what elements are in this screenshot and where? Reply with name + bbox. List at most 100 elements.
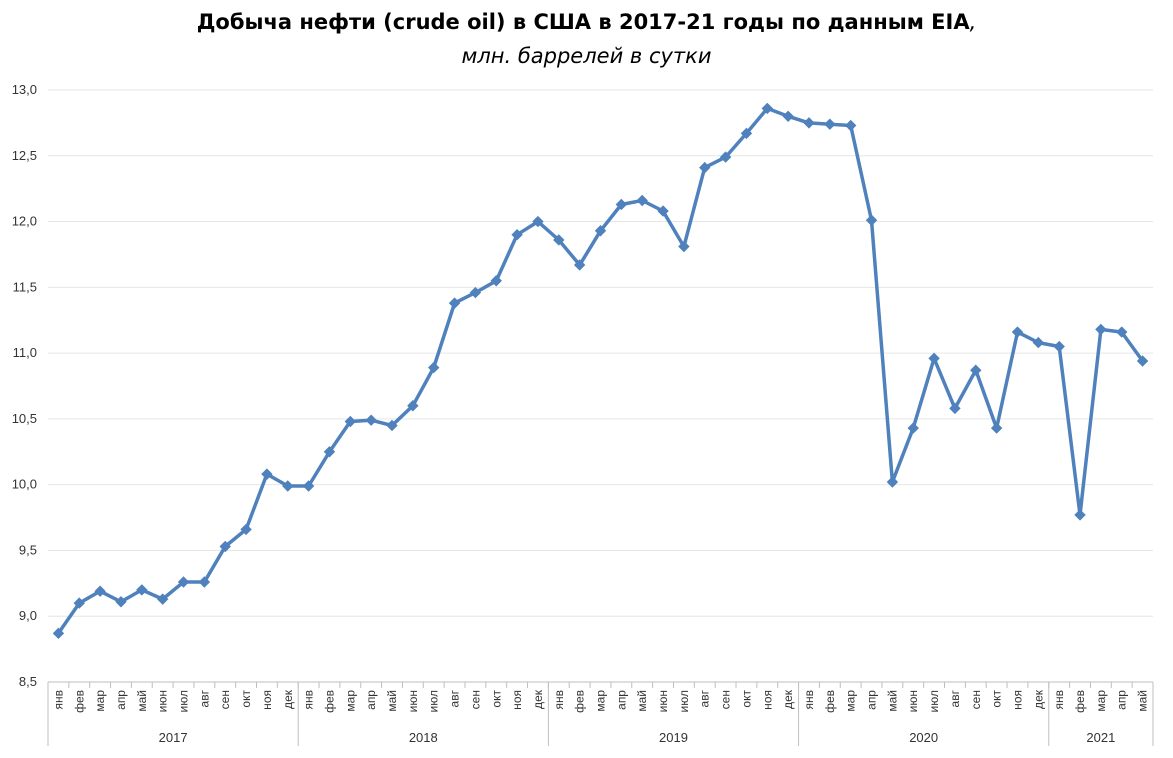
data-point: [156, 593, 169, 605]
month-label: фев: [823, 690, 837, 713]
month-label: апр: [114, 690, 128, 710]
y-tick-label: 9,5: [19, 542, 37, 557]
month-label: фев: [322, 690, 336, 713]
data-point: [282, 480, 294, 492]
month-label: ноя: [260, 690, 274, 710]
data-point: [740, 127, 753, 140]
y-axis-ticks: 8,5 9,0 9,5 10,0 10,5 11,0 11,5 12,0 12,5 13,0: [12, 82, 37, 689]
data-point: [94, 585, 106, 597]
month-label: янв: [51, 690, 65, 710]
data-point: [115, 596, 127, 608]
month-label: янв: [1052, 690, 1066, 710]
year-label: 2017: [159, 730, 188, 745]
data-point: [302, 480, 315, 492]
month-label: апр: [614, 690, 628, 710]
data-point: [52, 627, 65, 640]
y-tick-label: 11,5: [13, 279, 37, 294]
year-label: 2020: [909, 730, 938, 745]
data-point: [803, 117, 815, 129]
data-point: [1074, 509, 1086, 521]
y-tick-label: 13,0: [12, 82, 37, 97]
data-point: [719, 151, 732, 163]
data-point: [844, 119, 857, 132]
month-label: авг: [698, 689, 712, 707]
data-point: [1053, 340, 1065, 353]
data-point: [573, 259, 586, 271]
month-label: апр: [1115, 690, 1129, 710]
month-label: янв: [552, 690, 566, 710]
data-point: [261, 468, 273, 480]
month-label: янв: [302, 690, 316, 710]
month-label: авг: [197, 689, 211, 707]
y-tick-label: 11,0: [13, 345, 37, 360]
month-label: апр: [865, 690, 879, 710]
y-tick-label: 12,0: [12, 214, 37, 229]
month-label: апр: [364, 690, 378, 710]
data-point: [657, 205, 669, 217]
y-tick-label: 8,5: [19, 674, 37, 689]
data-point: [428, 361, 440, 374]
data-point: [824, 118, 836, 130]
data-point: [615, 198, 628, 211]
data-point: [886, 476, 899, 488]
series-oil-production: [52, 102, 1149, 640]
data-point: [323, 446, 336, 458]
month-label: окт: [739, 690, 753, 708]
data-point: [469, 286, 482, 299]
month-label: дек: [281, 689, 295, 709]
y-tick-label: 10,5: [12, 411, 37, 426]
data-point: [73, 597, 85, 609]
month-label: дек: [531, 689, 545, 709]
month-label: янв: [802, 690, 816, 710]
month-label: окт: [489, 690, 503, 708]
data-point: [970, 364, 982, 376]
data-point: [386, 419, 398, 432]
data-point: [636, 194, 648, 207]
year-label: 2018: [409, 730, 438, 745]
month-label: фев: [573, 690, 587, 713]
month-label: ноя: [1010, 690, 1024, 710]
month-label: ноя: [510, 690, 524, 710]
month-label: мар: [594, 690, 608, 712]
data-point: [448, 297, 461, 309]
data-point: [490, 275, 502, 287]
month-label: фев: [72, 690, 86, 713]
gridlines: [48, 89, 1153, 683]
month-label: июл: [427, 690, 441, 712]
month-label: дек: [781, 689, 795, 709]
month-label: мар: [93, 690, 107, 712]
month-label: дек: [1031, 689, 1045, 709]
month-label: мар: [343, 690, 357, 712]
year-label: 2019: [659, 730, 688, 745]
chart-subtitle: млн. баррелей в сутки: [461, 44, 712, 68]
month-label: май: [1136, 690, 1150, 712]
data-point: [177, 576, 190, 588]
x-axis: янв фев мар апр май июн июл авг сен окт ноя дек2017…: [47, 681, 1154, 746]
month-label: июл: [927, 690, 941, 712]
y-tick-label: 12,5: [12, 148, 37, 163]
data-point: [532, 215, 544, 228]
data-point: [511, 229, 523, 241]
month-label: июн: [156, 690, 170, 712]
data-point: [761, 102, 773, 115]
month-label: фев: [1073, 690, 1087, 713]
data-point: [1032, 336, 1045, 349]
month-label: июл: [177, 690, 191, 712]
month-label: авг: [948, 689, 962, 707]
data-point: [344, 415, 357, 428]
data-point: [240, 523, 252, 536]
month-label: июл: [677, 690, 691, 712]
month-label: сен: [468, 690, 482, 709]
data-point: [198, 576, 211, 588]
month-label: май: [885, 690, 899, 712]
data-point: [1011, 326, 1024, 338]
month-label: окт: [990, 690, 1004, 708]
data-point: [219, 540, 231, 553]
data-point: [949, 402, 961, 415]
data-point: [1116, 326, 1128, 338]
data-point: [594, 225, 607, 237]
y-tick-label: 10,0: [12, 477, 37, 492]
month-label: мар: [844, 690, 858, 712]
data-point: [407, 400, 419, 412]
